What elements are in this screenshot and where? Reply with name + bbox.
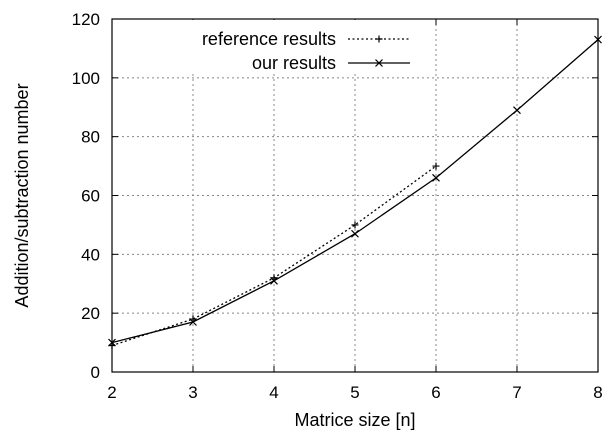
y-tick-label: 0 xyxy=(91,363,100,382)
data-point-our-results xyxy=(594,35,602,44)
x-tick-label: 2 xyxy=(107,383,116,402)
x-tick-label: 6 xyxy=(431,383,440,402)
data-point-reference-results xyxy=(351,221,359,229)
legend: reference results our results xyxy=(113,20,423,73)
x-tick-label: 4 xyxy=(269,383,278,402)
data-point-our-results xyxy=(513,106,521,115)
y-tick-label: 80 xyxy=(81,128,100,147)
x-tick-label: 3 xyxy=(188,383,197,402)
data-point-our-results xyxy=(189,318,197,326)
grid xyxy=(112,19,598,372)
y-tick-label: 20 xyxy=(81,304,100,323)
data-point-our-results xyxy=(351,229,359,238)
y-tick-label: 60 xyxy=(81,187,100,206)
x-tick-label: 7 xyxy=(512,383,521,402)
y-tick-label: 40 xyxy=(81,245,100,264)
x-axis-label: Matrice size [n] xyxy=(294,410,415,430)
data-point-our-results xyxy=(432,173,440,182)
series xyxy=(108,35,602,350)
data-point-our-results xyxy=(270,276,278,285)
legend-label-our-results: our results xyxy=(252,53,336,73)
x-tick-label: 8 xyxy=(593,383,602,402)
legend-marker-reference-results xyxy=(375,35,383,43)
y-tick-label: 120 xyxy=(72,10,100,29)
series-our-results xyxy=(108,35,602,347)
y-axis-label: Addition/subtraction number xyxy=(12,83,32,307)
y-tick-label: 100 xyxy=(72,69,100,88)
data-point-reference-results xyxy=(432,162,440,170)
data-point-our-results xyxy=(108,338,116,347)
legend-label-reference-results: reference results xyxy=(202,29,336,49)
x-tick-label: 5 xyxy=(350,383,359,402)
legend-marker-our-results xyxy=(375,59,383,67)
